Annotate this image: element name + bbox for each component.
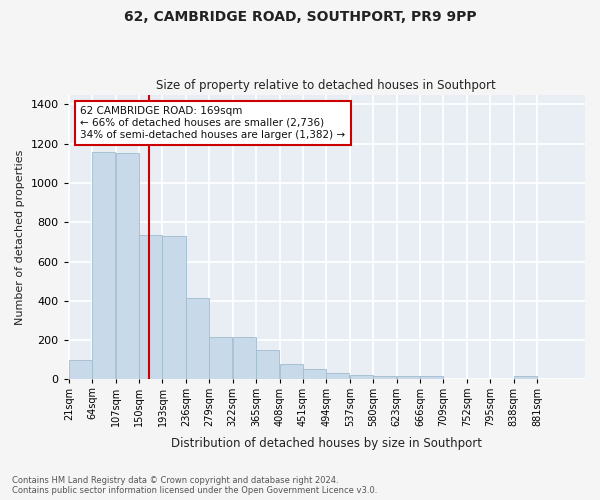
Bar (303, 368, 326, 380)
Bar (116, 152, 139, 380)
Bar (514, 376, 537, 380)
Title: Size of property relative to detached houses in Southport: Size of property relative to detached ho… (157, 79, 496, 92)
Bar (326, 372, 349, 380)
Text: 62 CAMBRIDGE ROAD: 169sqm
← 66% of detached houses are smaller (2,736)
34% of se: 62 CAMBRIDGE ROAD: 169sqm ← 66% of detac… (80, 106, 346, 140)
X-axis label: Distribution of detached houses by size in Southport: Distribution of detached houses by size … (171, 437, 482, 450)
Bar (69, 360, 92, 380)
Bar (397, 376, 420, 380)
Bar (163, 236, 185, 380)
Y-axis label: Number of detached properties: Number of detached properties (15, 150, 25, 324)
Text: Contains HM Land Registry data © Crown copyright and database right 2024.
Contai: Contains HM Land Registry data © Crown c… (12, 476, 377, 495)
Bar (373, 376, 397, 380)
Bar (139, 235, 162, 380)
Bar (209, 337, 232, 380)
Text: 62, CAMBRIDGE ROAD, SOUTHPORT, PR9 9PP: 62, CAMBRIDGE ROAD, SOUTHPORT, PR9 9PP (124, 10, 476, 24)
Bar (233, 337, 256, 380)
Bar (186, 298, 209, 380)
Bar (420, 376, 443, 380)
Bar (280, 364, 302, 380)
Bar (350, 374, 373, 380)
Bar (256, 350, 279, 380)
Bar (92, 152, 115, 380)
